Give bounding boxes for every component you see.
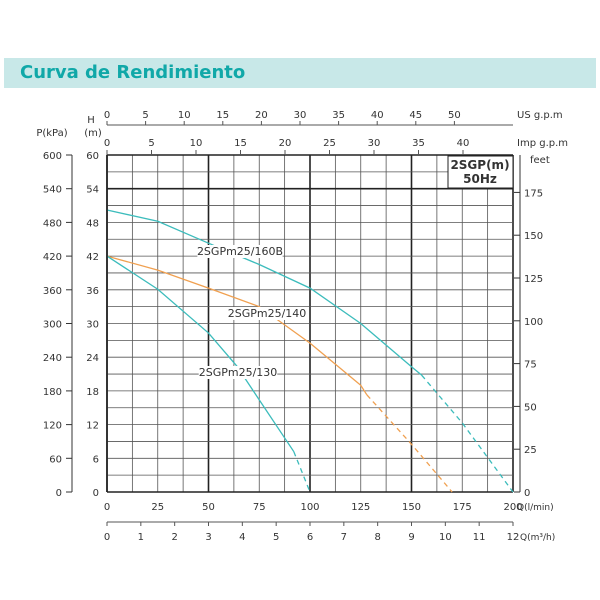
m3h-tick-label: 7 xyxy=(341,532,347,543)
x-tick-label: 125 xyxy=(351,502,370,513)
feet-tick-label: 100 xyxy=(524,317,543,328)
m3h-tick-label: 1 xyxy=(138,532,144,543)
p-tick-label: 0 xyxy=(56,488,62,499)
p-tick-label: 420 xyxy=(43,252,62,263)
p-tick-label: 120 xyxy=(43,421,62,432)
x-tick-label: 50 xyxy=(202,502,215,513)
h-tick-label: 12 xyxy=(86,421,99,432)
us-gpm-tick-label: 10 xyxy=(178,110,191,121)
h-tick-label: 54 xyxy=(86,185,99,196)
curve-2SGPm25/160B xyxy=(106,209,423,376)
x-tick-label: 75 xyxy=(253,502,266,513)
m3h-tick-label: 5 xyxy=(273,532,279,543)
curve-label: 2SGPm25/140 xyxy=(228,307,307,320)
curve-label-bg xyxy=(198,366,278,379)
x-tick-label: 200 xyxy=(503,502,522,513)
feet-tick-label: 25 xyxy=(524,445,537,456)
p-tick-label: 180 xyxy=(43,387,62,398)
title-banner xyxy=(4,58,596,88)
curve-label-bg xyxy=(227,307,307,320)
x-axis-label: Q(l/min) xyxy=(517,503,554,513)
h-tick-label: 42 xyxy=(86,252,99,263)
curve-label: 2SGPm25/160B xyxy=(197,245,283,258)
p-tick-label: 240 xyxy=(43,353,62,364)
us-gpm-tick-label: 0 xyxy=(104,110,110,121)
curve-2SGPm25/130 xyxy=(106,255,295,452)
feet-tick-label: 150 xyxy=(524,231,543,242)
m3h-tick-label: 10 xyxy=(439,532,452,543)
us-gpm-tick-label: 50 xyxy=(448,110,461,121)
x-tick-label: 100 xyxy=(300,502,319,513)
curve-dashed-2SGPm25/140 xyxy=(366,394,453,493)
us-gpm-tick-label: 40 xyxy=(371,110,384,121)
h-tick-label: 0 xyxy=(93,488,99,499)
h-tick-label: 6 xyxy=(93,454,99,465)
h-tick-label: 48 xyxy=(86,218,99,229)
curve-dashed-2SGPm25/160B xyxy=(421,374,514,493)
p-axis-label: P(kPa) xyxy=(36,128,67,139)
imp-gpm-tick-label: 0 xyxy=(104,138,110,149)
m3h-tick-label: 3 xyxy=(205,532,211,543)
m3h-tick-label: 4 xyxy=(239,532,245,543)
curve-label-bg xyxy=(197,245,283,258)
x-tick-label: 150 xyxy=(402,502,421,513)
x-tick-label: 175 xyxy=(453,502,472,513)
h-tick-label: 30 xyxy=(86,320,99,331)
m3h-tick-label: 12 xyxy=(507,532,520,543)
us-gpm-tick-label: 15 xyxy=(216,110,229,121)
p-tick-label: 540 xyxy=(43,185,62,196)
x-tick-label: 25 xyxy=(151,502,164,513)
h-axis-label: H xyxy=(87,115,95,126)
feet-tick-label: 75 xyxy=(524,360,537,371)
imp-gpm-label: Imp g.p.m xyxy=(517,138,568,149)
h-tick-label: 60 xyxy=(86,151,99,162)
us-gpm-tick-label: 20 xyxy=(255,110,268,121)
p-tick-label: 60 xyxy=(49,454,62,465)
h-tick-label: 18 xyxy=(86,387,99,398)
m3h-tick-label: 2 xyxy=(171,532,177,543)
us-gpm-label: US g.p.m xyxy=(517,110,563,121)
imp-gpm-tick-label: 40 xyxy=(457,138,470,149)
m3h-tick-label: 0 xyxy=(104,532,110,543)
model-box xyxy=(447,155,514,189)
h-axis-unit: (m) xyxy=(84,128,102,139)
m3h-tick-label: 8 xyxy=(374,532,380,543)
feet-tick-label: 50 xyxy=(524,402,537,413)
model-label: 2SGP(m) xyxy=(450,158,509,172)
us-gpm-tick-label: 30 xyxy=(294,110,307,121)
imp-gpm-tick-label: 15 xyxy=(234,138,247,149)
frequency-label: 50Hz xyxy=(463,172,497,186)
h-tick-label: 24 xyxy=(86,353,99,364)
feet-axis-label: feet xyxy=(530,155,550,166)
imp-gpm-tick-label: 35 xyxy=(412,138,425,149)
feet-tick-label: 175 xyxy=(524,188,543,199)
curve-label: 2SGPm25/130 xyxy=(199,366,278,379)
p-tick-label: 360 xyxy=(43,286,62,297)
curve-dashed-2SGPm25/130 xyxy=(293,451,311,493)
m3h-tick-label: 9 xyxy=(408,532,414,543)
x-tick-label: 0 xyxy=(104,502,110,513)
x2-axis-label: Q(m³/h) xyxy=(520,533,555,543)
chart-title: Curva de Rendimiento xyxy=(20,62,246,83)
us-gpm-tick-label: 5 xyxy=(142,110,148,121)
us-gpm-tick-label: 35 xyxy=(332,110,345,121)
imp-gpm-tick-label: 20 xyxy=(279,138,292,149)
imp-gpm-tick-label: 10 xyxy=(190,138,203,149)
feet-tick-label: 125 xyxy=(524,274,543,285)
feet-tick-label: 0 xyxy=(524,488,530,499)
m3h-tick-label: 11 xyxy=(473,532,486,543)
h-tick-label: 36 xyxy=(86,286,99,297)
us-gpm-tick-label: 45 xyxy=(409,110,422,121)
imp-gpm-tick-label: 30 xyxy=(368,138,381,149)
imp-gpm-tick-label: 25 xyxy=(323,138,336,149)
p-tick-label: 480 xyxy=(43,218,62,229)
p-tick-label: 300 xyxy=(43,320,62,331)
curve-2SGPm25/140 xyxy=(106,255,368,396)
p-tick-label: 600 xyxy=(43,151,62,162)
imp-gpm-tick-label: 5 xyxy=(148,138,154,149)
m3h-tick-label: 6 xyxy=(307,532,313,543)
